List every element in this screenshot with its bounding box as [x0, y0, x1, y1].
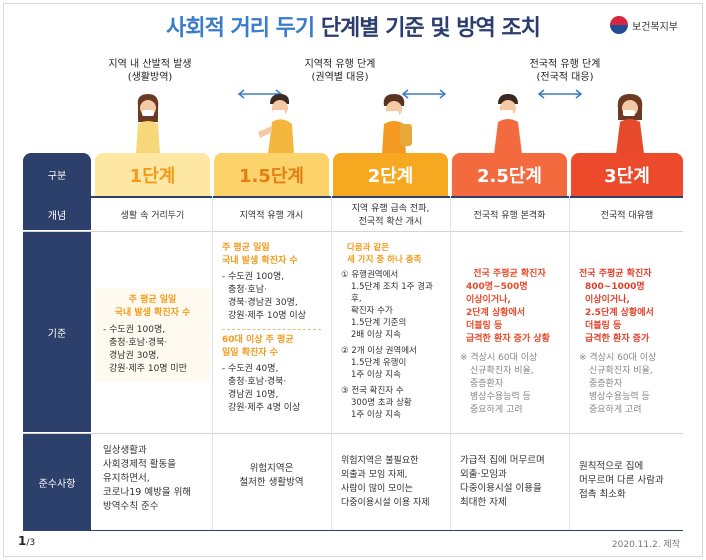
row-label-concept: 개념: [23, 198, 91, 230]
page-title: 사회적 거리 두기 단계별 기준 및 방역 조치: [0, 10, 706, 42]
concept-level-3: 전국적 대유행: [600, 211, 654, 221]
production-date: 2020.11.2. 제작: [611, 540, 680, 550]
concept-level-1-5: 지역적 유행 개시: [239, 211, 304, 221]
criteria-level-2-5: 전국 주평균 확진자 400명~500명 이상이거나, 2단계 상황에서 더블링…: [460, 269, 550, 415]
header-level-1-5: 1.5단계: [214, 153, 329, 196]
col-divider: [569, 196, 570, 530]
rules-level-1: 일상생활과 사회경제적 활동을 유지하면서, 코로나19 예방을 위해 방역수칙…: [103, 445, 192, 512]
person-walking-icon: [494, 94, 522, 154]
person-walking-icon: [136, 94, 160, 154]
person-walking-icon: [258, 94, 294, 154]
stage-label-local: 지역 내 산발적 발생 (생활방역): [108, 59, 192, 83]
title-part2: 단계별 기준 및 방역 조치: [320, 16, 541, 41]
col-divider: [331, 196, 332, 530]
criteria-level-1-5: 주 평균 일일 국내 발생 확진자 수 - 수도권 100명, 충청·호남· 경…: [214, 236, 329, 421]
rules-level-1-5: 위험지역은 철저한 생활방역: [239, 463, 304, 488]
col-divider: [212, 196, 213, 530]
rules-level-2-5: 가급적 집에 머무르며 외출·모임과 다중이용시설 이용을 최대한 자제: [460, 455, 545, 508]
criteria-level-2: 다음과 같은 세 가지 중 하나 충족 ① 유행권역에서 1.5단계 조치 1주…: [341, 243, 433, 420]
row-label-rules: 준수사항: [23, 434, 91, 530]
stage-label-national: 전국적 유행 단계 (전국적 대응): [529, 59, 601, 83]
row-divider: [23, 530, 683, 531]
row-divider: [23, 196, 683, 198]
header-level-2-5: 2.5단계: [452, 153, 567, 196]
stage-label-regional: 지역적 유행 단계 (권역별 대응): [304, 59, 376, 83]
taegeuk-icon: [610, 16, 628, 34]
col-divider: [450, 196, 451, 530]
row-divider: [23, 231, 683, 232]
concept-level-2: 지역 유행 급속 전파, 전국적 확산 개시: [351, 204, 430, 227]
double-arrow-icon: [400, 88, 448, 100]
person-walking-icon: [382, 94, 412, 154]
header-level-2: 2단계: [333, 153, 448, 196]
criteria-level-1: 주 평균 일일 국내 발생 확진자 수 - 수도권 100명, 충청·호남·경북…: [95, 288, 210, 382]
concept-level-1: 생활 속 거리두기: [120, 211, 185, 221]
rules-level-2: 위험지역은 불필요한 외출과 모임 자제, 사람이 많이 모이는 다중이용시설 …: [341, 456, 430, 508]
header-gubun: 구분: [23, 153, 91, 196]
ministry-name: 보건복지부: [632, 21, 678, 33]
title-part1: 사회적 거리 두기: [166, 16, 315, 41]
header-level-3: 3단계: [571, 153, 683, 196]
concept-level-2-5: 전국적 유행 본격화: [473, 211, 546, 221]
criteria-level-3: 전국 주평균 확진자 800~1000명 이상이거나, 2.5단계 상황에서 더…: [579, 269, 657, 415]
double-arrow-icon: [536, 88, 584, 100]
row-divider: [23, 433, 683, 434]
page-number: 1/3: [18, 534, 36, 548]
rules-level-3: 원칙적으로 집에 머무르며 다른 사람과 접촉 최소화: [579, 461, 664, 500]
person-walking-icon: [616, 94, 644, 154]
header-level-1: 1단계: [95, 153, 210, 196]
page-border: [3, 3, 703, 557]
ministry-logo: 보건복지부: [610, 16, 678, 34]
row-label-criteria: 기준: [23, 232, 91, 432]
